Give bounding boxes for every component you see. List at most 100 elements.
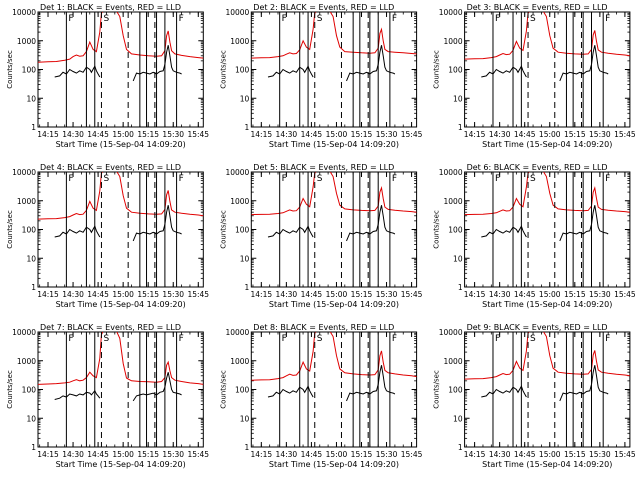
x-tick-label: 14:45: [301, 450, 323, 459]
lld-series-line: [38, 332, 204, 385]
events-series-line-2: [346, 205, 396, 242]
plot-frame: [464, 331, 631, 448]
y-tick-label: 10000: [225, 168, 249, 177]
x-tick-label: 14:45: [87, 450, 109, 459]
x-tick-label: 14:30: [489, 130, 511, 139]
plot-frame: [464, 11, 631, 128]
interval-annotation: F: [605, 14, 610, 24]
x-tick-label: 15:15: [137, 290, 159, 299]
y-tick-label: 1000: [230, 357, 249, 366]
x-tick-label: 15:30: [162, 290, 184, 299]
events-series-line-1: [481, 64, 527, 78]
x-tick-label: 15:45: [614, 290, 636, 299]
x-tick-label: 15:30: [162, 450, 184, 459]
x-tick-label: 15:00: [539, 450, 561, 459]
x-tick-label: 15:45: [401, 450, 423, 459]
y-tick-label: 10: [453, 94, 463, 103]
x-tick-label: 14:15: [37, 290, 59, 299]
y-tick-label: 100: [448, 66, 463, 75]
events-series-line-2: [132, 205, 182, 242]
y-tick-label: 1: [245, 283, 250, 292]
events-series-line-2: [132, 372, 182, 402]
x-tick-label: 15:45: [614, 130, 636, 139]
x-axis-label: Start Time (15-Sep-04 14:09:20): [269, 140, 399, 149]
x-tick-label: 15:00: [112, 450, 134, 459]
lld-series-line: [251, 12, 417, 59]
x-tick-label: 15:15: [564, 290, 586, 299]
panel-data: [38, 332, 204, 447]
y-tick-label: 1000: [17, 37, 36, 46]
detector-panel-1: Det 1: BLACK = Events, RED = LLD 1 10 100 10…: [6, 3, 209, 149]
detector-panel-4: Det 4: BLACK = Events, RED = LLD 1 10 100 10…: [6, 163, 209, 309]
panel-data: [464, 332, 630, 447]
panel-data: [251, 12, 417, 127]
x-tick-label: 14:15: [464, 290, 486, 299]
x-tick-label: 15:30: [376, 130, 398, 139]
lld-series-line: [464, 332, 630, 380]
x-tick-label: 15:15: [351, 130, 373, 139]
plot-frame: [464, 171, 631, 288]
y-tick-label: 1: [31, 123, 36, 132]
plot-frame: [37, 331, 204, 448]
y-tick-label: 1000: [17, 357, 36, 366]
x-axis-label: Start Time (15-Sep-04 14:09:20): [269, 460, 399, 469]
x-tick-label: 15:45: [401, 130, 423, 139]
y-tick-label: 10000: [12, 328, 36, 337]
interval-annotation: F: [68, 14, 73, 24]
y-tick-label: 100: [235, 66, 250, 75]
detector-panel-3: Det 3: BLACK = Events, RED = LLD 1 10 100 10…: [433, 3, 636, 149]
x-tick-label: 14:30: [276, 290, 298, 299]
y-axis-label: Counts/sec: [219, 210, 227, 249]
events-series-line-2: [346, 45, 396, 82]
interval-annotation: S: [317, 174, 323, 184]
x-tick-label: 14:45: [514, 450, 536, 459]
x-tick-label: 15:00: [539, 130, 561, 139]
panel-title: Det 6: BLACK = Events, RED = LLD: [467, 163, 608, 172]
interval-annotation: S: [103, 174, 109, 184]
x-axis-label: Start Time (15-Sep-04 14:09:20): [482, 300, 612, 309]
x-tick-label: 15:45: [401, 290, 423, 299]
interval-annotation: F: [179, 14, 184, 24]
y-tick-label: 1000: [444, 197, 463, 206]
x-tick-label: 15:45: [187, 290, 209, 299]
y-tick-label: 10: [453, 254, 463, 263]
y-tick-label: 1: [31, 443, 36, 452]
y-tick-label: 1: [245, 123, 250, 132]
x-tick-label: 14:15: [37, 130, 59, 139]
y-tick-label: 10: [240, 254, 250, 263]
y-tick-label: 10000: [439, 168, 463, 177]
x-tick-label: 15:45: [187, 130, 209, 139]
detector-panel-2: Det 2: BLACK = Events, RED = LLD 1 10 100 10…: [219, 3, 422, 149]
detector-panel-7: Det 7: BLACK = Events, RED = LLD 1 10 100 10…: [6, 323, 209, 469]
x-axis-label: Start Time (15-Sep-04 14:09:20): [56, 140, 186, 149]
y-tick-label: 1000: [17, 197, 36, 206]
panel-title: Det 5: BLACK = Events, RED = LLD: [253, 163, 394, 172]
interval-annotation: F: [495, 14, 500, 24]
interval-annotation: S: [317, 334, 323, 344]
y-tick-label: 100: [448, 226, 463, 235]
events-series-line-2: [559, 45, 609, 82]
x-tick-label: 15:15: [564, 130, 586, 139]
y-tick-label: 1000: [230, 37, 249, 46]
x-tick-label: 14:45: [87, 130, 109, 139]
interval-annotation: F: [495, 174, 500, 184]
panel-data: [38, 172, 204, 287]
events-series-line-2: [559, 365, 609, 402]
x-axis-label: Start Time (15-Sep-04 14:09:20): [56, 300, 186, 309]
x-tick-label: 15:15: [564, 450, 586, 459]
x-tick-label: 14:15: [464, 130, 486, 139]
x-tick-label: 14:15: [251, 130, 273, 139]
y-axis-label: Counts/sec: [433, 370, 441, 409]
detector-panel-9: Det 9: BLACK = Events, RED = LLD 1 10 100 10…: [433, 323, 636, 469]
x-tick-label: 14:45: [514, 130, 536, 139]
lld-series-line: [38, 172, 204, 220]
x-tick-label: 14:15: [464, 450, 486, 459]
x-tick-label: 15:00: [112, 290, 134, 299]
panel-data: [464, 12, 630, 127]
y-tick-label: 10: [26, 94, 36, 103]
interval-annotation: F: [282, 14, 287, 24]
x-tick-label: 14:30: [489, 450, 511, 459]
x-tick-label: 15:30: [589, 450, 611, 459]
x-axis-label: Start Time (15-Sep-04 14:09:20): [269, 300, 399, 309]
panel-title: Det 8: BLACK = Events, RED = LLD: [253, 323, 394, 332]
